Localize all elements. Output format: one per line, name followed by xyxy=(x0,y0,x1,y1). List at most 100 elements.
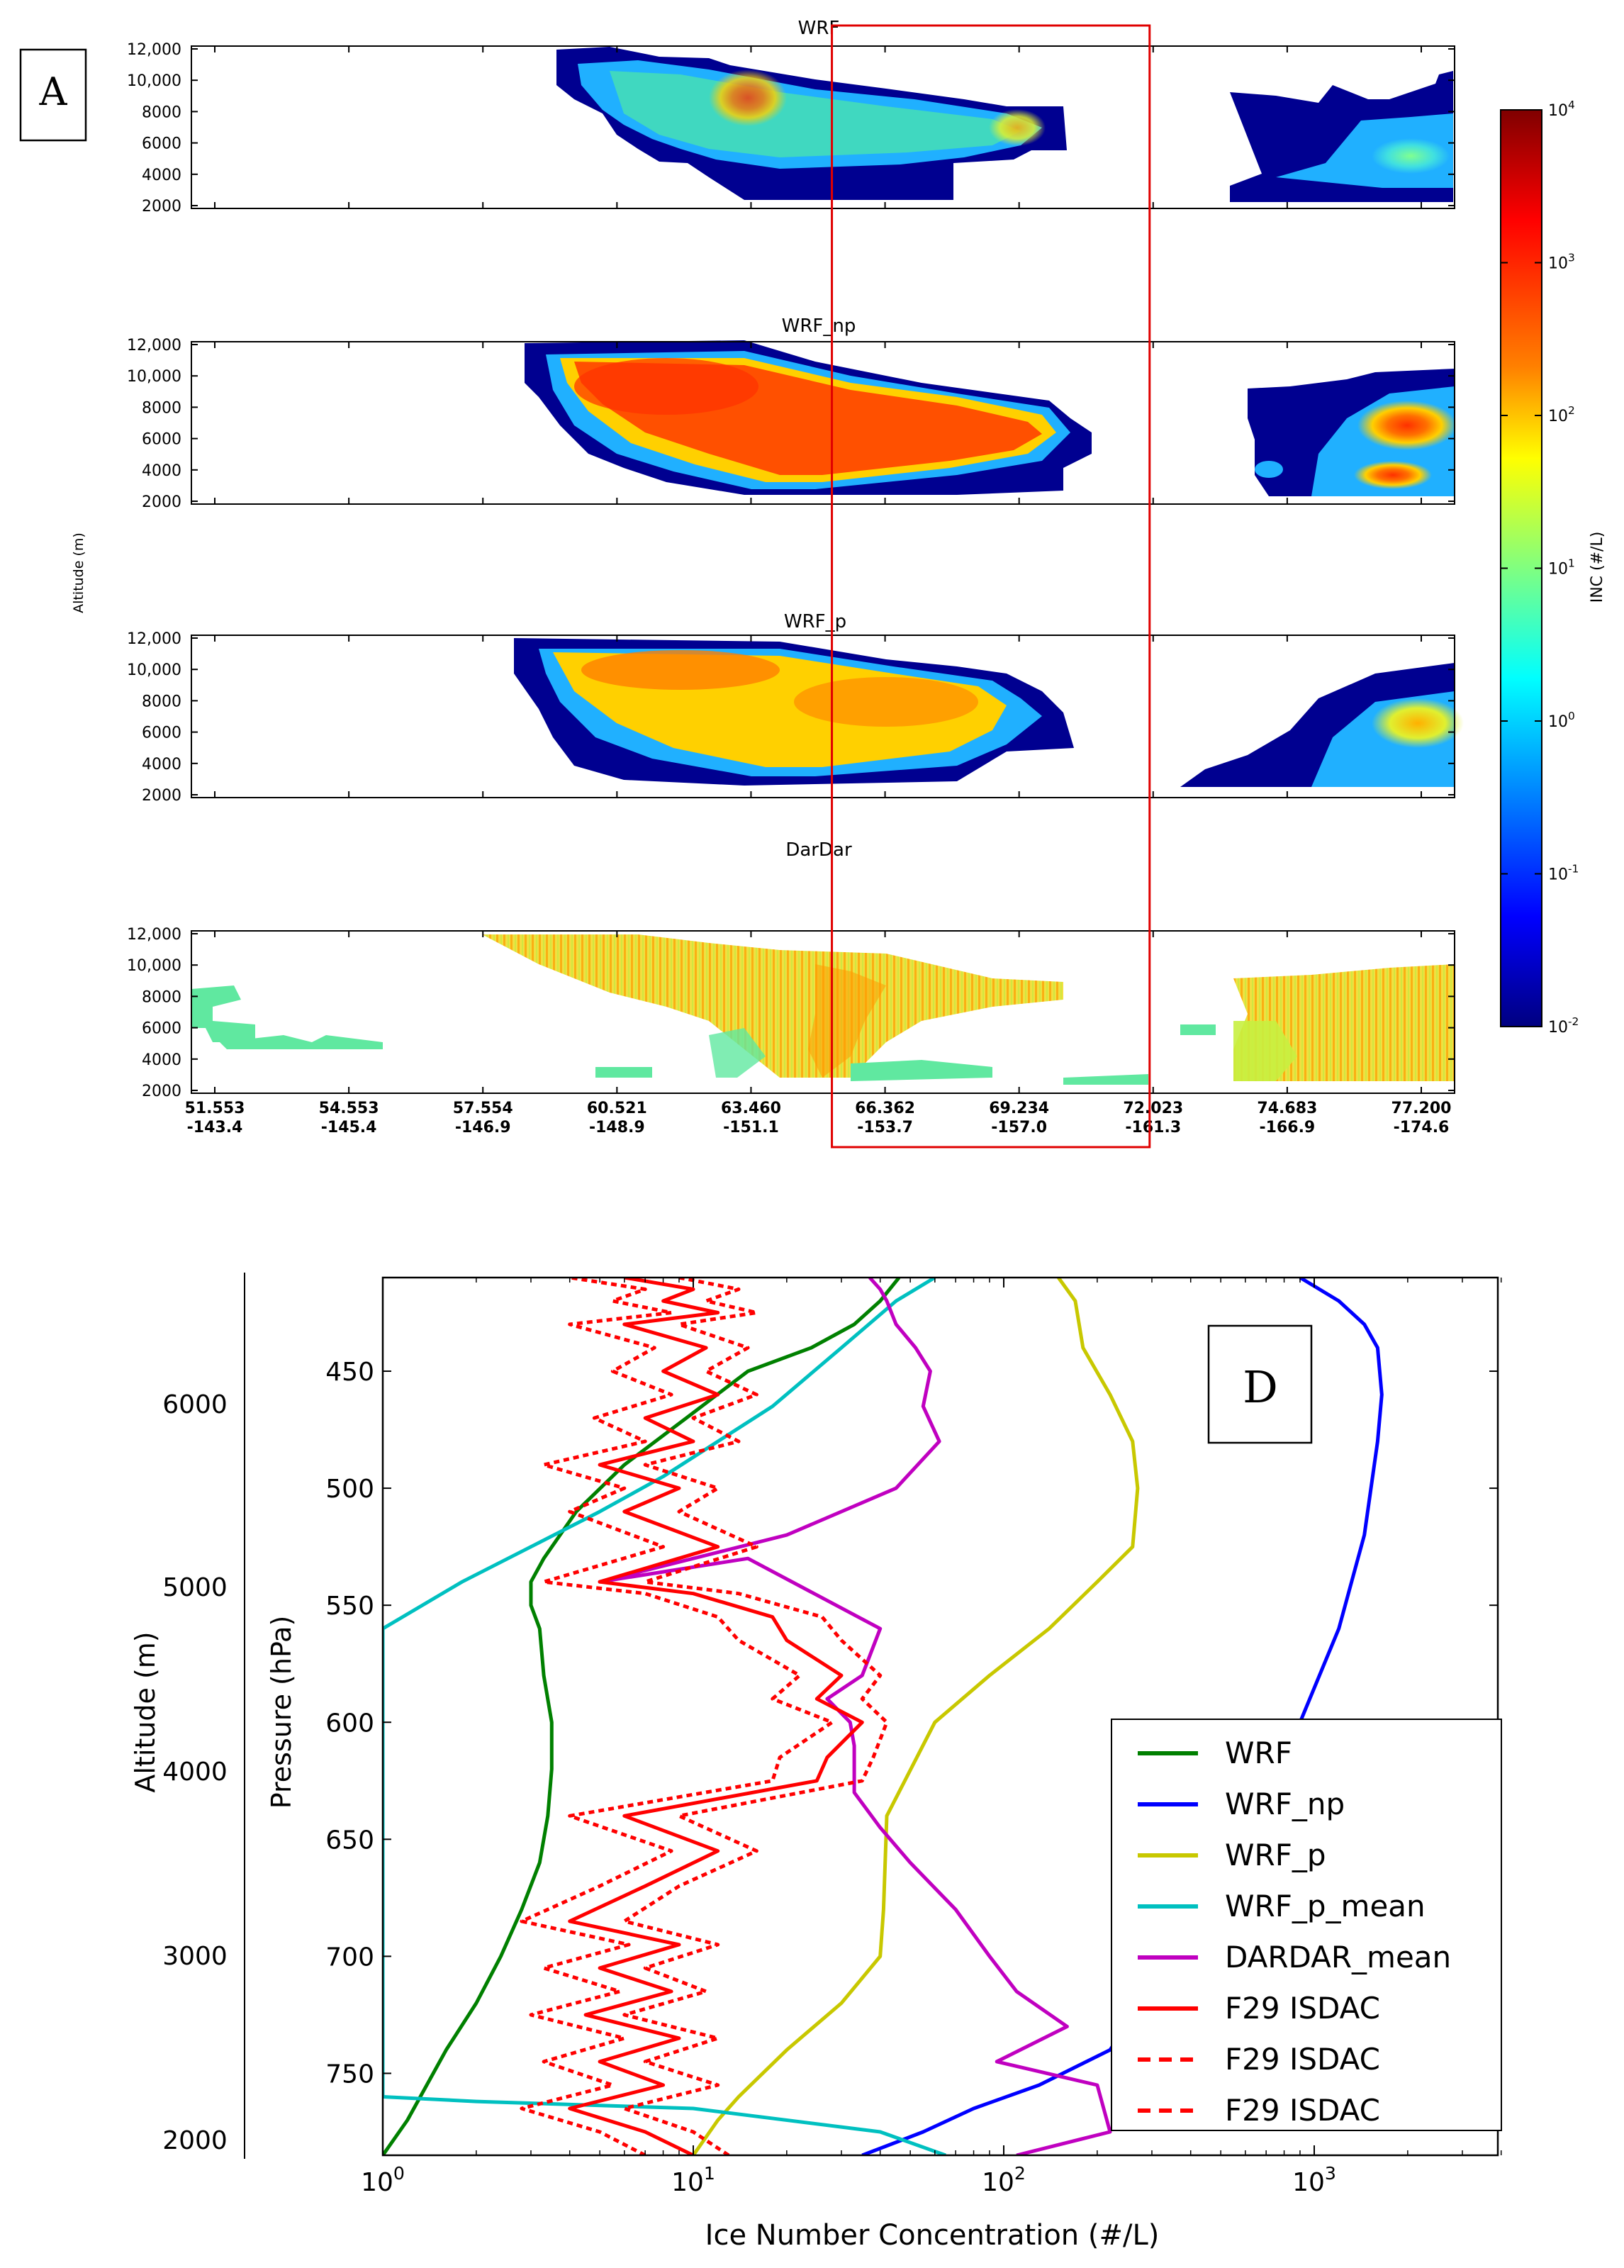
x-tick-latitude: 77.200 xyxy=(1391,1100,1452,1117)
legend-label: F29 ISDAC xyxy=(1225,2042,1380,2077)
altitude-tick-label: 3000 xyxy=(162,1942,228,1971)
x-tick-longitude: -148.9 xyxy=(589,1119,645,1136)
subplot-frame xyxy=(191,45,1455,209)
y-tick-label: 12,000 xyxy=(127,41,181,59)
panel-d-label: D xyxy=(1243,1361,1278,1413)
colorbar-tick-label: 10-2 xyxy=(1548,1015,1579,1037)
y-tick-label: 10,000 xyxy=(127,661,181,679)
y-tick-label: 6000 xyxy=(142,135,181,153)
y-tick-label: 12,000 xyxy=(127,926,181,944)
x-tick-longitude: -153.7 xyxy=(857,1119,913,1136)
y-tick-label: 8000 xyxy=(142,104,181,121)
tick-base: 10 xyxy=(1548,408,1568,425)
subplot-wrf: WRF 12,000 10,000 8000 6000 4000 2000 xyxy=(127,18,1455,216)
x-tick-latitude: 57.554 xyxy=(453,1100,513,1117)
subplot-x-ticks xyxy=(214,635,1422,798)
x-tick-latitude: 74.683 xyxy=(1257,1100,1317,1117)
altitude-tick-label: 6000 xyxy=(162,1390,228,1419)
legend-items: WRF WRF_np WRF_p WRF_p_mean DARDAR_mean F29 I… xyxy=(1138,1736,1451,2128)
y-tick-label: 10,000 xyxy=(127,72,181,90)
colorbar-tick-label: 102 xyxy=(1548,404,1575,425)
altitude-tick-label: 5000 xyxy=(162,1573,228,1602)
subplot-wrf-np: WRF_np 12,000 10,000 8000 6000 4000 2000 xyxy=(127,315,1457,511)
pressure-tick-label: 650 xyxy=(325,1826,374,1855)
subplot-dardar: DarDar 12,000 10,000 8000 6000 4000 2000 51.5… xyxy=(127,839,1455,1136)
tick-exponent: 2 xyxy=(1568,404,1575,417)
series-layer xyxy=(383,1278,1384,2155)
y-tick-label: 2000 xyxy=(142,1083,181,1100)
x-tick-longitude: -161.3 xyxy=(1125,1119,1181,1136)
y-tick-label: 6000 xyxy=(142,1020,181,1038)
tick-base: 10 xyxy=(1292,2168,1325,2197)
colorbar-label: INC (#/L) xyxy=(1589,532,1606,603)
panel-a-label: A xyxy=(39,69,68,114)
subplot-frame xyxy=(191,341,1455,505)
ice-field-wrf-np xyxy=(525,340,1457,496)
subplot-y-ticks: 12,000 10,000 8000 6000 4000 2000 xyxy=(127,41,1455,216)
legend-label: WRF_p_mean xyxy=(1225,1889,1426,1923)
subplot-x-ticks xyxy=(214,931,1422,1093)
series-line-f29-isdac xyxy=(520,1278,834,2155)
y-tick-label: 2000 xyxy=(142,198,181,216)
y-tick-label: 2000 xyxy=(142,787,181,805)
x-tick-latitude: 69.234 xyxy=(989,1100,1049,1117)
subplot-title: WRF_p xyxy=(784,611,846,632)
colorbar-tick-label: 103 xyxy=(1548,252,1575,273)
panel-a: A Altitude (m) WRF 12,000 10,000 8000 6000 4… xyxy=(19,18,1606,1149)
legend-label: DARDAR_mean xyxy=(1225,1940,1451,1974)
series-line-wrf-np xyxy=(861,1278,1384,2155)
legend-label: WRF xyxy=(1225,1736,1292,1770)
plot-frame xyxy=(381,1276,1499,2157)
subplot-x-ticks xyxy=(214,342,1422,504)
x-tick-longitude: -166.9 xyxy=(1260,1119,1316,1136)
series-line-wrf-p-mean xyxy=(383,1278,946,2155)
y-tick-label: 10,000 xyxy=(127,368,181,386)
tick-base: 10 xyxy=(361,2168,393,2197)
ice-field-dardar xyxy=(191,934,1455,1085)
altitude-tick-label: 4000 xyxy=(162,1758,228,1787)
y-tick-label: 6000 xyxy=(142,431,181,449)
panel-d: 6000 5000 4000 3000 2000 Altitude (m) 450500… xyxy=(130,1273,1502,2252)
tick-base: 10 xyxy=(1548,866,1568,884)
subplot-title: WRF_np xyxy=(782,315,856,337)
altitude-axis-label: Altitude (m) xyxy=(130,1631,161,1792)
tick-exponent: 3 xyxy=(1325,2163,1336,2184)
x-tick-latitude: 51.553 xyxy=(185,1100,245,1117)
x-tick-latitude: 72.023 xyxy=(1123,1100,1183,1117)
x-tick-latitude: 66.362 xyxy=(855,1100,915,1117)
y-tick-label: 2000 xyxy=(142,493,181,511)
concentration-ticks: 100 101 102 103 xyxy=(361,1278,1502,2197)
x-tick-longitude: -146.9 xyxy=(455,1119,511,1136)
tick-exponent: 2 xyxy=(1014,2163,1026,2184)
y-tick-label: 12,000 xyxy=(127,337,181,354)
pressure-ticks: 450 500 550 600 650 700 750 xyxy=(325,1358,1498,2089)
tick-exponent: -1 xyxy=(1568,863,1579,876)
concentration-tick-label: 103 xyxy=(1292,2163,1336,2197)
concentration-axis-label: Ice Number Concentration (#/L) xyxy=(705,2219,1160,2252)
legend-label: WRF_p xyxy=(1225,1838,1326,1872)
highlight-box xyxy=(831,24,1151,1149)
series-line-wrf-p xyxy=(691,1278,1140,2155)
concentration-tick-label: 101 xyxy=(671,2163,715,2197)
y-tick-label: 8000 xyxy=(142,693,181,710)
panel-a-label-box xyxy=(19,48,87,142)
colorbar-tick-label: 10-1 xyxy=(1548,863,1579,884)
ice-field-wrf xyxy=(556,47,1453,202)
tick-base: 10 xyxy=(1548,1019,1568,1037)
series-line-dardar-mean xyxy=(598,1278,1112,2155)
y-tick-label: 4000 xyxy=(142,462,181,480)
altitude-tick-label: 2000 xyxy=(162,2126,228,2155)
x-tick-longitude: -145.4 xyxy=(321,1119,377,1136)
tick-exponent: 0 xyxy=(393,2163,405,2184)
tick-exponent: 3 xyxy=(1568,252,1575,264)
tick-base: 10 xyxy=(1548,255,1568,273)
tick-base: 10 xyxy=(1548,102,1568,120)
ice-field-wrf-p xyxy=(514,638,1464,787)
y-tick-label: 10,000 xyxy=(127,957,181,975)
tick-exponent: 0 xyxy=(1568,710,1575,722)
y-tick-label: 4000 xyxy=(142,1051,181,1069)
y-tick-label: 4000 xyxy=(142,167,181,184)
x-tick-longitude: -174.6 xyxy=(1394,1119,1450,1136)
subplot-frame xyxy=(191,930,1455,1094)
